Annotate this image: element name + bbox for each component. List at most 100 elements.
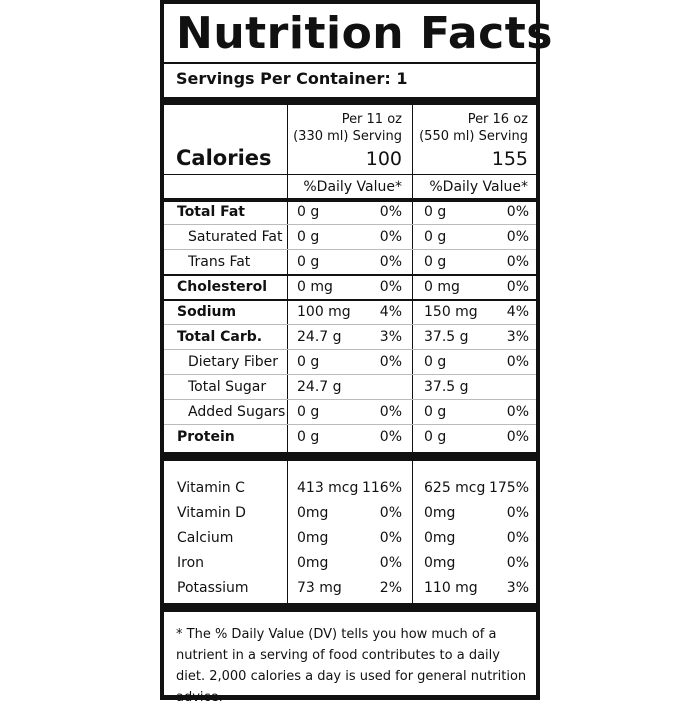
- nutrient-cell: 0 g: [424, 354, 447, 370]
- nutrient-cell: 110 mg: [424, 580, 478, 596]
- row-rule: [164, 349, 536, 350]
- nutrient-cell: 0%: [379, 354, 402, 370]
- nutrient-cell: 4%: [506, 304, 529, 320]
- nutrient-cell: 0 g: [424, 429, 447, 445]
- rule: [160, 603, 540, 612]
- nutrient-name: Protein: [177, 429, 235, 445]
- nutrient-cell: 0%: [379, 505, 402, 521]
- nutrient-cell: 0%: [506, 530, 529, 546]
- nutrient-cell: 24.7 g: [297, 329, 342, 345]
- footnote: * The % Daily Value (DV) tells you how m…: [176, 627, 527, 705]
- nutrient-name: Dietary Fiber: [188, 354, 279, 370]
- nutrition-label: [160, 0, 540, 700]
- nutrient-cell: 0%: [379, 404, 402, 420]
- serving-size: Per 16 oz: [467, 112, 528, 127]
- nutrient-cell: 0mg: [424, 555, 456, 571]
- calories-value: 100: [365, 148, 402, 170]
- nutrient-name: Trans Fat: [188, 254, 251, 270]
- nutrient-cell: 3%: [379, 329, 402, 345]
- nutrient-cell: 0 g: [297, 404, 320, 420]
- serving-size: Per 11 oz: [341, 112, 402, 127]
- nutrient-name: Calcium: [177, 530, 234, 546]
- nutrient-cell: 0mg: [297, 530, 329, 546]
- nutrient-cell: 0%: [506, 429, 529, 445]
- row-rule: [164, 374, 536, 375]
- serving-detail: (330 ml) Serving: [293, 129, 402, 144]
- nutrient-cell: 413 mcg: [297, 480, 359, 496]
- row-rule: [164, 399, 536, 400]
- nutrient-cell: 0 g: [424, 254, 447, 270]
- nutrient-cell: 625 mcg: [424, 480, 486, 496]
- nutrient-cell: 0%: [506, 279, 529, 295]
- nutrient-cell: 0%: [379, 555, 402, 571]
- nutrient-name: Total Sugar: [188, 379, 267, 395]
- rule: [160, 452, 540, 461]
- nutrient-cell: 0%: [506, 555, 529, 571]
- nutrient-cell: 0%: [379, 254, 402, 270]
- nutrient-cell: 0%: [379, 229, 402, 245]
- nutrient-cell: 0 mg: [297, 279, 333, 295]
- nutrient-name: Total Fat: [177, 204, 246, 220]
- nutrient-cell: 0%: [506, 354, 529, 370]
- nutrient-cell: 0 g: [424, 204, 447, 220]
- nutrient-cell: 0 g: [297, 254, 320, 270]
- nutrient-cell: 0 g: [424, 229, 447, 245]
- nutrient-cell: 0 g: [297, 229, 320, 245]
- nutrient-name: Added Sugars: [188, 404, 286, 420]
- nutrient-cell: 0%: [379, 279, 402, 295]
- daily-value-header: %Daily Value*: [303, 179, 402, 195]
- nutrient-cell: 0%: [506, 229, 529, 245]
- nutrient-name: Vitamin C: [177, 480, 245, 496]
- nutrient-cell: 150 mg: [424, 304, 478, 320]
- row-rule: [164, 324, 536, 325]
- nutrient-name: Total Carb.: [177, 329, 263, 345]
- row-rule: [164, 224, 536, 225]
- nutrient-cell: 0mg: [297, 505, 329, 521]
- nutrient-name: Potassium: [177, 580, 249, 596]
- nutrient-cell: 3%: [506, 329, 529, 345]
- divider: [287, 461, 288, 603]
- rule: [160, 97, 540, 105]
- nutrient-cell: 0 g: [424, 404, 447, 420]
- nutrient-cell: 100 mg: [297, 304, 351, 320]
- nutrient-cell: 37.5 g: [424, 379, 469, 395]
- rule: [160, 62, 540, 64]
- nutrient-cell: 4%: [379, 304, 402, 320]
- nutrient-cell: 0 g: [297, 354, 320, 370]
- nutrient-cell: 0mg: [424, 530, 456, 546]
- servings: Servings Per Container: 1: [176, 69, 408, 88]
- title: Nutrition Facts: [176, 8, 553, 59]
- nutrient-cell: 0%: [379, 530, 402, 546]
- row-rule: [164, 299, 536, 301]
- nutrient-cell: 0%: [379, 204, 402, 220]
- nutrient-cell: 73 mg: [297, 580, 342, 596]
- serving-detail: (550 ml) Serving: [419, 129, 528, 144]
- calories-label: Calories: [176, 146, 272, 170]
- nutrient-cell: 175%: [488, 480, 529, 496]
- calories-value: 155: [491, 148, 528, 170]
- nutrient-cell: 0%: [506, 505, 529, 521]
- nutrient-cell: 0mg: [424, 505, 456, 521]
- row-rule: [164, 249, 536, 250]
- divider: [412, 105, 413, 452]
- nutrient-cell: 0mg: [297, 555, 329, 571]
- nutrient-cell: 0%: [379, 429, 402, 445]
- nutrient-cell: 3%: [506, 580, 529, 596]
- daily-value-header: %Daily Value*: [429, 179, 528, 195]
- nutrient-cell: 0%: [506, 204, 529, 220]
- divider: [287, 105, 288, 452]
- nutrient-cell: 24.7 g: [297, 379, 342, 395]
- rule: [160, 0, 540, 4]
- nutrient-name: Iron: [177, 555, 205, 571]
- nutrient-name: Sodium: [177, 304, 237, 320]
- nutrient-cell: 37.5 g: [424, 329, 469, 345]
- nutrient-cell: 0 g: [297, 429, 320, 445]
- rule: [160, 198, 540, 202]
- nutrient-cell: 0%: [506, 404, 529, 420]
- nutrient-cell: 2%: [379, 580, 402, 596]
- rule: [160, 695, 540, 700]
- nutrient-cell: 116%: [361, 480, 402, 496]
- nutrient-cell: 0%: [506, 254, 529, 270]
- nutrient-name: Vitamin D: [177, 505, 246, 521]
